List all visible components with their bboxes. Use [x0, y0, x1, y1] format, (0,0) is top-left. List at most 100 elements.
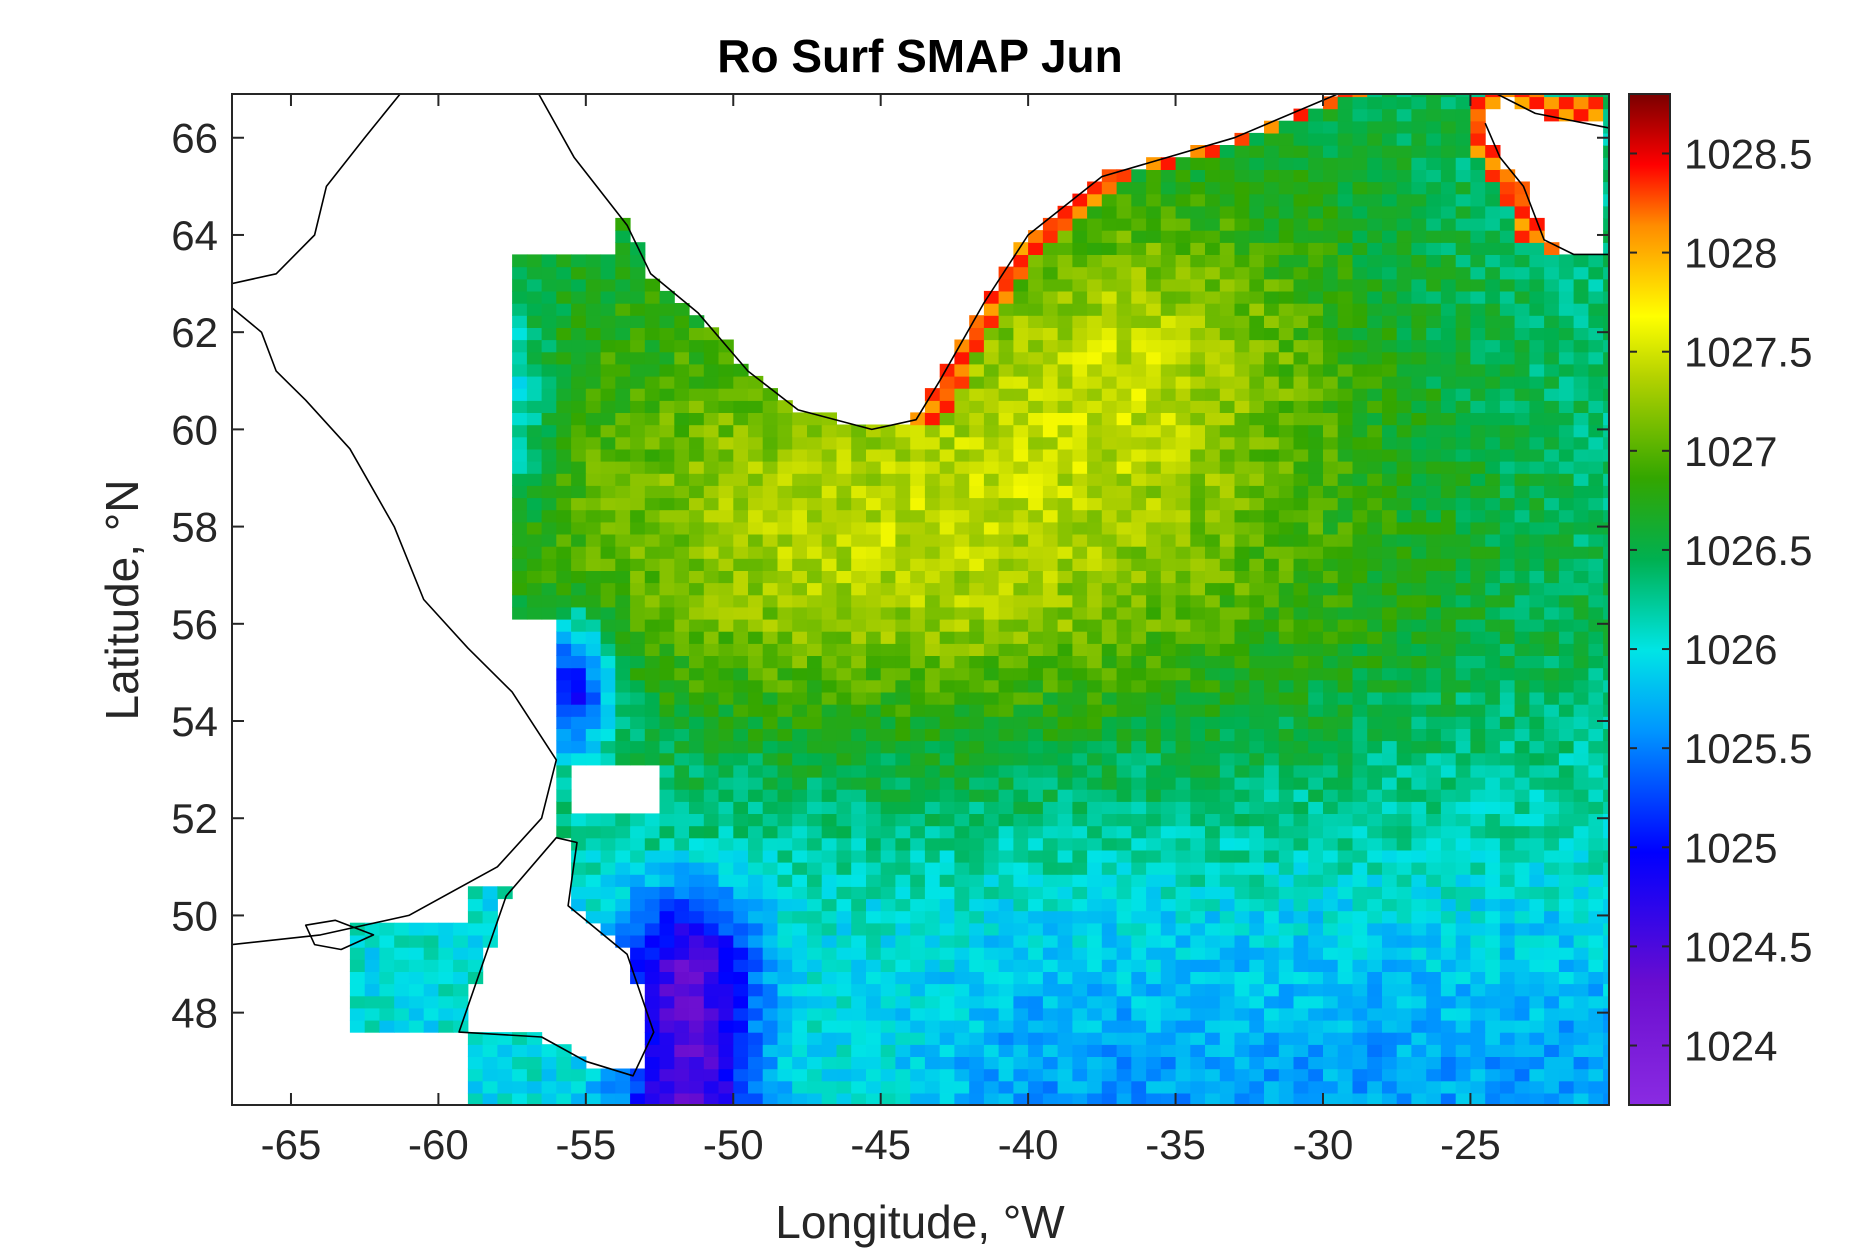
heatmap-cell: [851, 485, 867, 499]
heatmap-cell: [1293, 1080, 1309, 1094]
heatmap-cell: [630, 290, 646, 304]
heatmap-cell: [1352, 801, 1368, 814]
heatmap-cell: [969, 740, 985, 754]
heatmap-cell: [659, 789, 675, 802]
heatmap-cell: [1190, 679, 1206, 693]
heatmap-cell: [644, 582, 661, 596]
heatmap-cell: [910, 1019, 926, 1033]
heatmap-cell: [689, 327, 705, 341]
heatmap-cell: [924, 995, 941, 1009]
heatmap-cell: [983, 776, 1000, 790]
heatmap-cell: [1264, 655, 1280, 669]
heatmap-cell: [910, 764, 926, 778]
heatmap-cell: [1160, 971, 1177, 985]
heatmap-cell: [674, 497, 690, 511]
heatmap-cell: [1529, 898, 1545, 912]
heatmap-cell: [748, 533, 764, 547]
heatmap-cell: [1426, 910, 1442, 924]
heatmap-cell: [571, 594, 587, 608]
heatmap-cell: [1470, 679, 1486, 693]
heatmap-cell: [556, 570, 572, 584]
heatmap-cell: [1411, 631, 1427, 644]
heatmap-cell: [1396, 886, 1412, 900]
heatmap-cell: [1234, 546, 1250, 559]
heatmap-cell: [1146, 497, 1162, 511]
heatmap-cell: [924, 631, 941, 644]
heatmap-cell: [998, 290, 1014, 304]
heatmap-cell: [895, 910, 911, 924]
heatmap-cell: [1308, 740, 1324, 754]
heatmap-cell: [556, 509, 572, 523]
heatmap-cell: [1160, 922, 1177, 936]
heatmap-cell: [1455, 801, 1471, 814]
heatmap-cell: [762, 910, 778, 924]
heatmap-cell: [1278, 874, 1295, 887]
heatmap-cell: [733, 728, 749, 742]
heatmap-cell: [1323, 339, 1339, 353]
heatmap-cell: [1190, 849, 1206, 863]
heatmap-cell: [1175, 704, 1191, 717]
heatmap-cell: [1455, 412, 1471, 426]
heatmap-cell: [1205, 874, 1221, 887]
heatmap-cell: [1131, 315, 1147, 328]
heatmap-cell: [674, 1007, 690, 1021]
heatmap-cell: [1396, 776, 1412, 790]
heatmap-cell: [1175, 448, 1191, 462]
heatmap-cell: [703, 837, 720, 851]
heatmap-cell: [1588, 618, 1604, 632]
heatmap-cell: [689, 315, 705, 328]
heatmap-cell: [1411, 740, 1427, 754]
heatmap-cell: [703, 716, 720, 729]
heatmap-cell: [1426, 631, 1442, 644]
heatmap-cell: [1087, 740, 1103, 754]
heatmap-cell: [541, 448, 557, 462]
heatmap-cell: [1308, 922, 1324, 936]
heatmap-cell: [600, 1092, 616, 1105]
heatmap-cell: [1544, 303, 1560, 316]
heatmap-cell: [379, 934, 395, 948]
heatmap-cell: [954, 947, 970, 960]
heatmap-cell: [1308, 679, 1324, 693]
heatmap-cell: [1087, 424, 1103, 438]
heatmap-cell: [851, 789, 867, 802]
heatmap-cell: [748, 546, 764, 559]
heatmap-cell: [615, 521, 631, 535]
heatmap-cell: [1116, 278, 1132, 292]
heatmap-cell: [1293, 546, 1309, 559]
heatmap-cell: [1382, 448, 1398, 462]
heatmap-cell: [924, 533, 941, 547]
heatmap-cell: [659, 704, 675, 717]
heatmap-cell: [924, 959, 941, 972]
heatmap-cell: [1367, 776, 1383, 790]
heatmap-cell: [792, 1056, 808, 1070]
heatmap-cell: [541, 339, 557, 353]
heatmap-cell: [1087, 898, 1103, 912]
heatmap-cell: [1529, 813, 1545, 827]
heatmap-cell: [718, 351, 734, 365]
heatmap-cell: [1278, 582, 1295, 596]
heatmap-cell: [1205, 254, 1221, 268]
heatmap-cell: [674, 570, 690, 584]
heatmap-cell: [1514, 716, 1530, 729]
heatmap-cell: [1588, 1007, 1604, 1021]
heatmap-cell: [1131, 971, 1147, 985]
heatmap-cell: [1337, 290, 1353, 304]
heatmap-cell: [895, 1019, 911, 1033]
heatmap-cell: [718, 631, 734, 644]
heatmap-cell: [1337, 1056, 1353, 1070]
heatmap-cell: [1558, 971, 1575, 985]
heatmap-cell: [1205, 412, 1221, 426]
heatmap-cell: [939, 716, 955, 729]
heatmap-cell: [792, 1007, 808, 1021]
heatmap-cell: [1308, 910, 1324, 924]
heatmap-cell: [1116, 995, 1132, 1009]
heatmap-cell: [1175, 533, 1191, 547]
heatmap-cell: [1337, 947, 1353, 960]
heatmap-cell: [1529, 801, 1545, 814]
heatmap-cell: [1057, 533, 1073, 547]
heatmap-cell: [1190, 995, 1206, 1009]
heatmap-cell: [1499, 910, 1516, 924]
heatmap-cell: [1205, 594, 1221, 608]
heatmap-cell: [659, 825, 675, 839]
heatmap-cell: [880, 1056, 896, 1070]
